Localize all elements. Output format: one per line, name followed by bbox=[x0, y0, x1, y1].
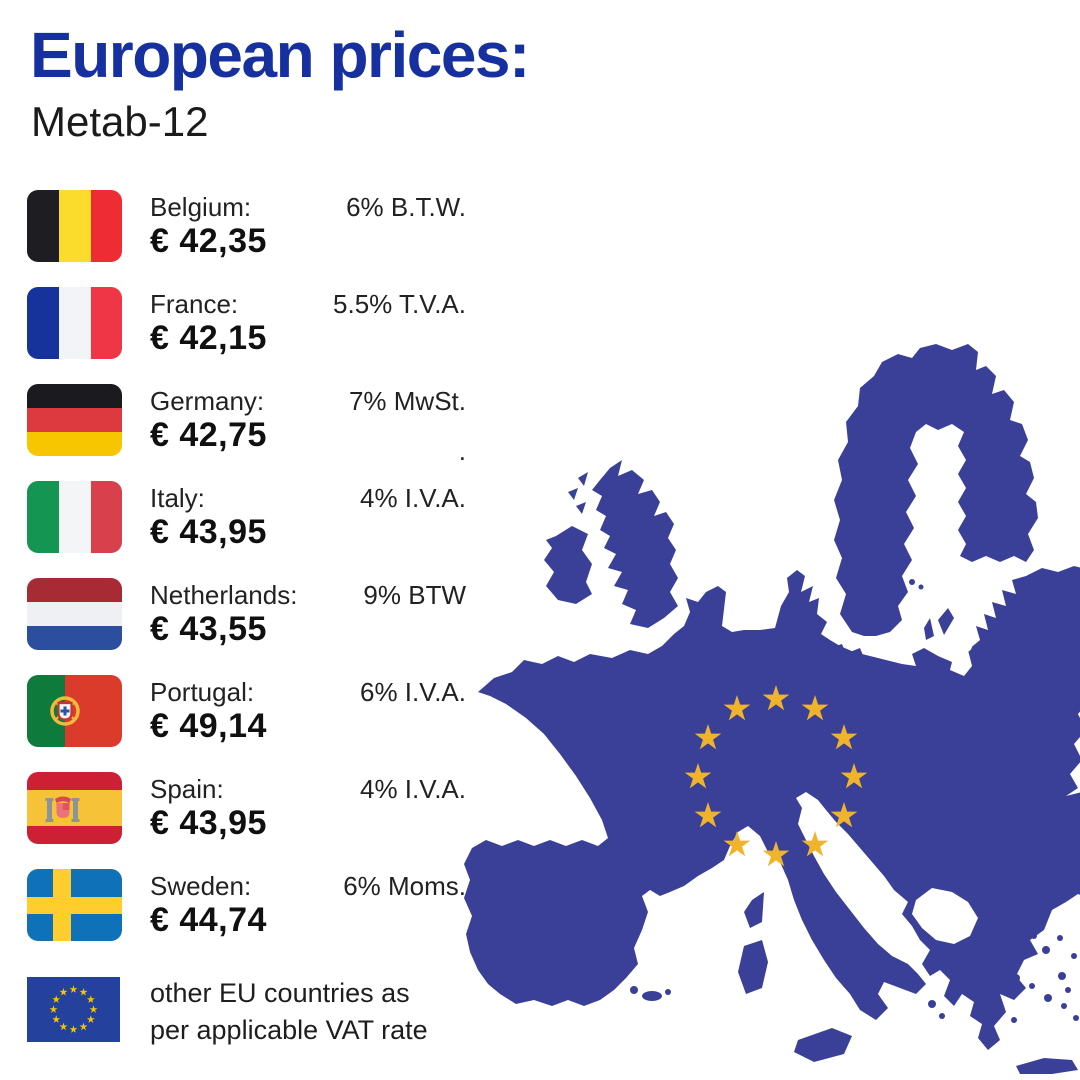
price-value: € 44,74 bbox=[150, 901, 267, 939]
vat-rate: 5.5% T.V.A. bbox=[333, 289, 466, 319]
page-title: European prices: bbox=[30, 19, 530, 91]
italy-flag-icon bbox=[27, 481, 122, 553]
vat-rate: 6% B.T.W. bbox=[346, 192, 466, 222]
vat-rate: 4% I.V.A. bbox=[360, 774, 466, 804]
france-flag-icon bbox=[27, 287, 122, 359]
country-label: Italy: bbox=[150, 483, 205, 513]
spain-flag-icon bbox=[27, 772, 122, 844]
price-value: € 42,35 bbox=[150, 222, 267, 260]
country-label: Spain: bbox=[150, 774, 224, 804]
eu-map-svg bbox=[464, 344, 1080, 1074]
germany-flag-icon bbox=[27, 384, 122, 456]
footer-line2: per applicable VAT rate bbox=[150, 1015, 428, 1045]
vat-rate: 7% MwSt. bbox=[348, 386, 466, 416]
vat-rate-note: . bbox=[458, 436, 466, 466]
eu-map bbox=[460, 340, 1080, 1080]
price-row-france: France: 5.5% T.V.A. € 42,15 bbox=[27, 287, 467, 384]
price-value: € 42,75 bbox=[150, 416, 267, 454]
europe-landmass bbox=[464, 344, 1080, 1074]
vat-rate: 6% I.V.A. bbox=[360, 677, 466, 707]
footer-line1: other EU countries as bbox=[150, 978, 410, 1008]
price-row-spain: Spain: 4% I.V.A. € 43,95 bbox=[27, 772, 467, 869]
vat-rate: 6% Moms. bbox=[343, 871, 466, 901]
vat-rate: 4% I.V.A. bbox=[360, 483, 466, 513]
price-value: € 49,14 bbox=[150, 707, 267, 745]
country-label: Portugal: bbox=[150, 677, 255, 707]
price-row-portugal: Portugal: 6% I.V.A. € 49,14 bbox=[27, 675, 467, 772]
footer-text: other EU countries as per applicable VAT… bbox=[150, 975, 428, 1049]
price-row-italy: Italy: 4% I.V.A. € 43,95 bbox=[27, 481, 467, 578]
footer-note: other EU countries as per applicable VAT… bbox=[27, 975, 467, 1075]
country-label: France: bbox=[150, 289, 239, 319]
price-value: € 43,55 bbox=[150, 610, 267, 648]
belgium-flag-icon bbox=[27, 190, 122, 262]
price-row-sweden: Sweden: 6% Moms. € 44,74 bbox=[27, 869, 467, 966]
country-label: Germany: bbox=[150, 386, 265, 416]
eu-flag-icon bbox=[27, 977, 120, 1042]
sweden-flag-icon bbox=[27, 869, 122, 941]
netherlands-flag-icon bbox=[27, 578, 122, 650]
price-row-germany: Germany: 7% MwSt. . € 42,75 bbox=[27, 384, 467, 481]
price-row-belgium: Belgium: 6% B.T.W. € 42,35 bbox=[27, 190, 467, 287]
portugal-flag-icon bbox=[27, 675, 122, 747]
country-label: Netherlands: bbox=[150, 580, 298, 610]
price-value: € 43,95 bbox=[150, 804, 267, 842]
product-name: Metab-12 bbox=[31, 98, 209, 145]
price-value: € 42,15 bbox=[150, 319, 267, 357]
non-eu-cutouts bbox=[912, 640, 978, 944]
vat-rate: 9% BTW bbox=[363, 580, 466, 610]
country-label: Sweden: bbox=[150, 871, 252, 901]
price-value: € 43,95 bbox=[150, 513, 267, 551]
country-label: Belgium: bbox=[150, 192, 252, 222]
price-row-netherlands: Netherlands: 9% BTW € 43,55 bbox=[27, 578, 467, 675]
